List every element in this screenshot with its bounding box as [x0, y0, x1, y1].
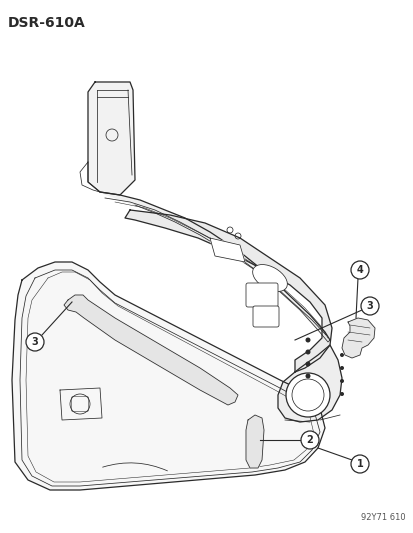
Polygon shape: [64, 295, 237, 405]
Circle shape: [305, 374, 310, 378]
Polygon shape: [125, 210, 331, 372]
Circle shape: [360, 297, 378, 315]
Text: 2: 2: [306, 435, 313, 445]
Text: 3: 3: [366, 301, 373, 311]
Polygon shape: [88, 82, 135, 195]
Text: 4: 4: [356, 265, 363, 275]
Text: 1: 1: [356, 459, 363, 469]
FancyBboxPatch shape: [245, 283, 277, 307]
Circle shape: [339, 353, 343, 357]
Polygon shape: [100, 192, 329, 342]
Circle shape: [339, 366, 343, 370]
Polygon shape: [245, 415, 263, 468]
Text: DSR-610A: DSR-610A: [8, 16, 85, 30]
Polygon shape: [277, 345, 341, 422]
Polygon shape: [341, 318, 374, 358]
Circle shape: [350, 455, 368, 473]
Circle shape: [26, 333, 44, 351]
Circle shape: [350, 261, 368, 279]
Circle shape: [339, 379, 343, 383]
Circle shape: [300, 431, 318, 449]
Polygon shape: [12, 262, 324, 490]
Text: 92Y71 610: 92Y71 610: [361, 513, 405, 522]
Polygon shape: [209, 238, 244, 262]
Circle shape: [285, 373, 329, 417]
Circle shape: [339, 392, 343, 396]
Circle shape: [305, 337, 310, 343]
Ellipse shape: [252, 264, 287, 292]
Text: 3: 3: [31, 337, 38, 347]
Circle shape: [305, 361, 310, 367]
FancyBboxPatch shape: [252, 306, 278, 327]
Circle shape: [305, 350, 310, 354]
